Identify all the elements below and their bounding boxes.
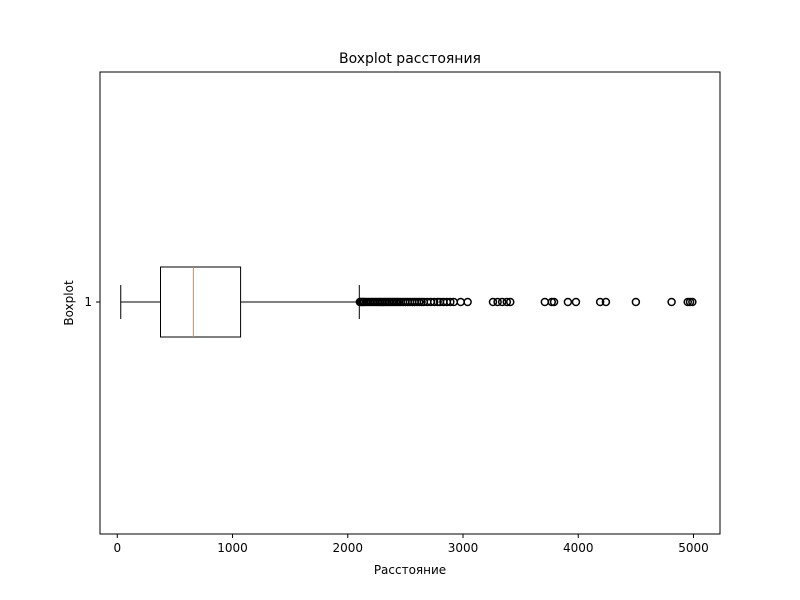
x-tick-label: 5000	[678, 541, 709, 555]
outlier-point	[456, 297, 465, 307]
outlier-point	[571, 297, 581, 307]
x-tick-label: 4000	[563, 541, 594, 555]
outlier-point	[549, 297, 559, 307]
y-tick-label: 1	[84, 295, 92, 309]
outlier-point	[497, 297, 507, 307]
plot-area	[99, 71, 721, 535]
x-tick-label: 0	[113, 541, 121, 555]
x-tick-label: 3000	[448, 541, 479, 555]
outlier-point	[540, 297, 550, 307]
outlier-point	[488, 297, 498, 307]
outlier-point	[595, 297, 605, 307]
outlier-point	[688, 297, 697, 307]
outlier-point	[429, 297, 439, 307]
outlier-point	[601, 297, 611, 307]
outlier-point	[446, 297, 455, 307]
outlier-point	[563, 297, 573, 307]
outlier-point	[506, 297, 515, 307]
x-tick-label: 2000	[332, 541, 363, 555]
x-tick-label: 1000	[217, 541, 248, 555]
iqr-box	[160, 266, 242, 338]
chart-title: Boxplot расстояния	[339, 51, 481, 67]
outlier-point	[493, 297, 502, 307]
outlier-point	[667, 297, 676, 307]
outlier-point	[631, 297, 641, 307]
y-axis-label: Boxplot	[62, 280, 76, 326]
outlier-point	[502, 297, 512, 307]
outlier-point	[463, 297, 472, 307]
x-axis-label: Расстояние	[374, 563, 446, 577]
